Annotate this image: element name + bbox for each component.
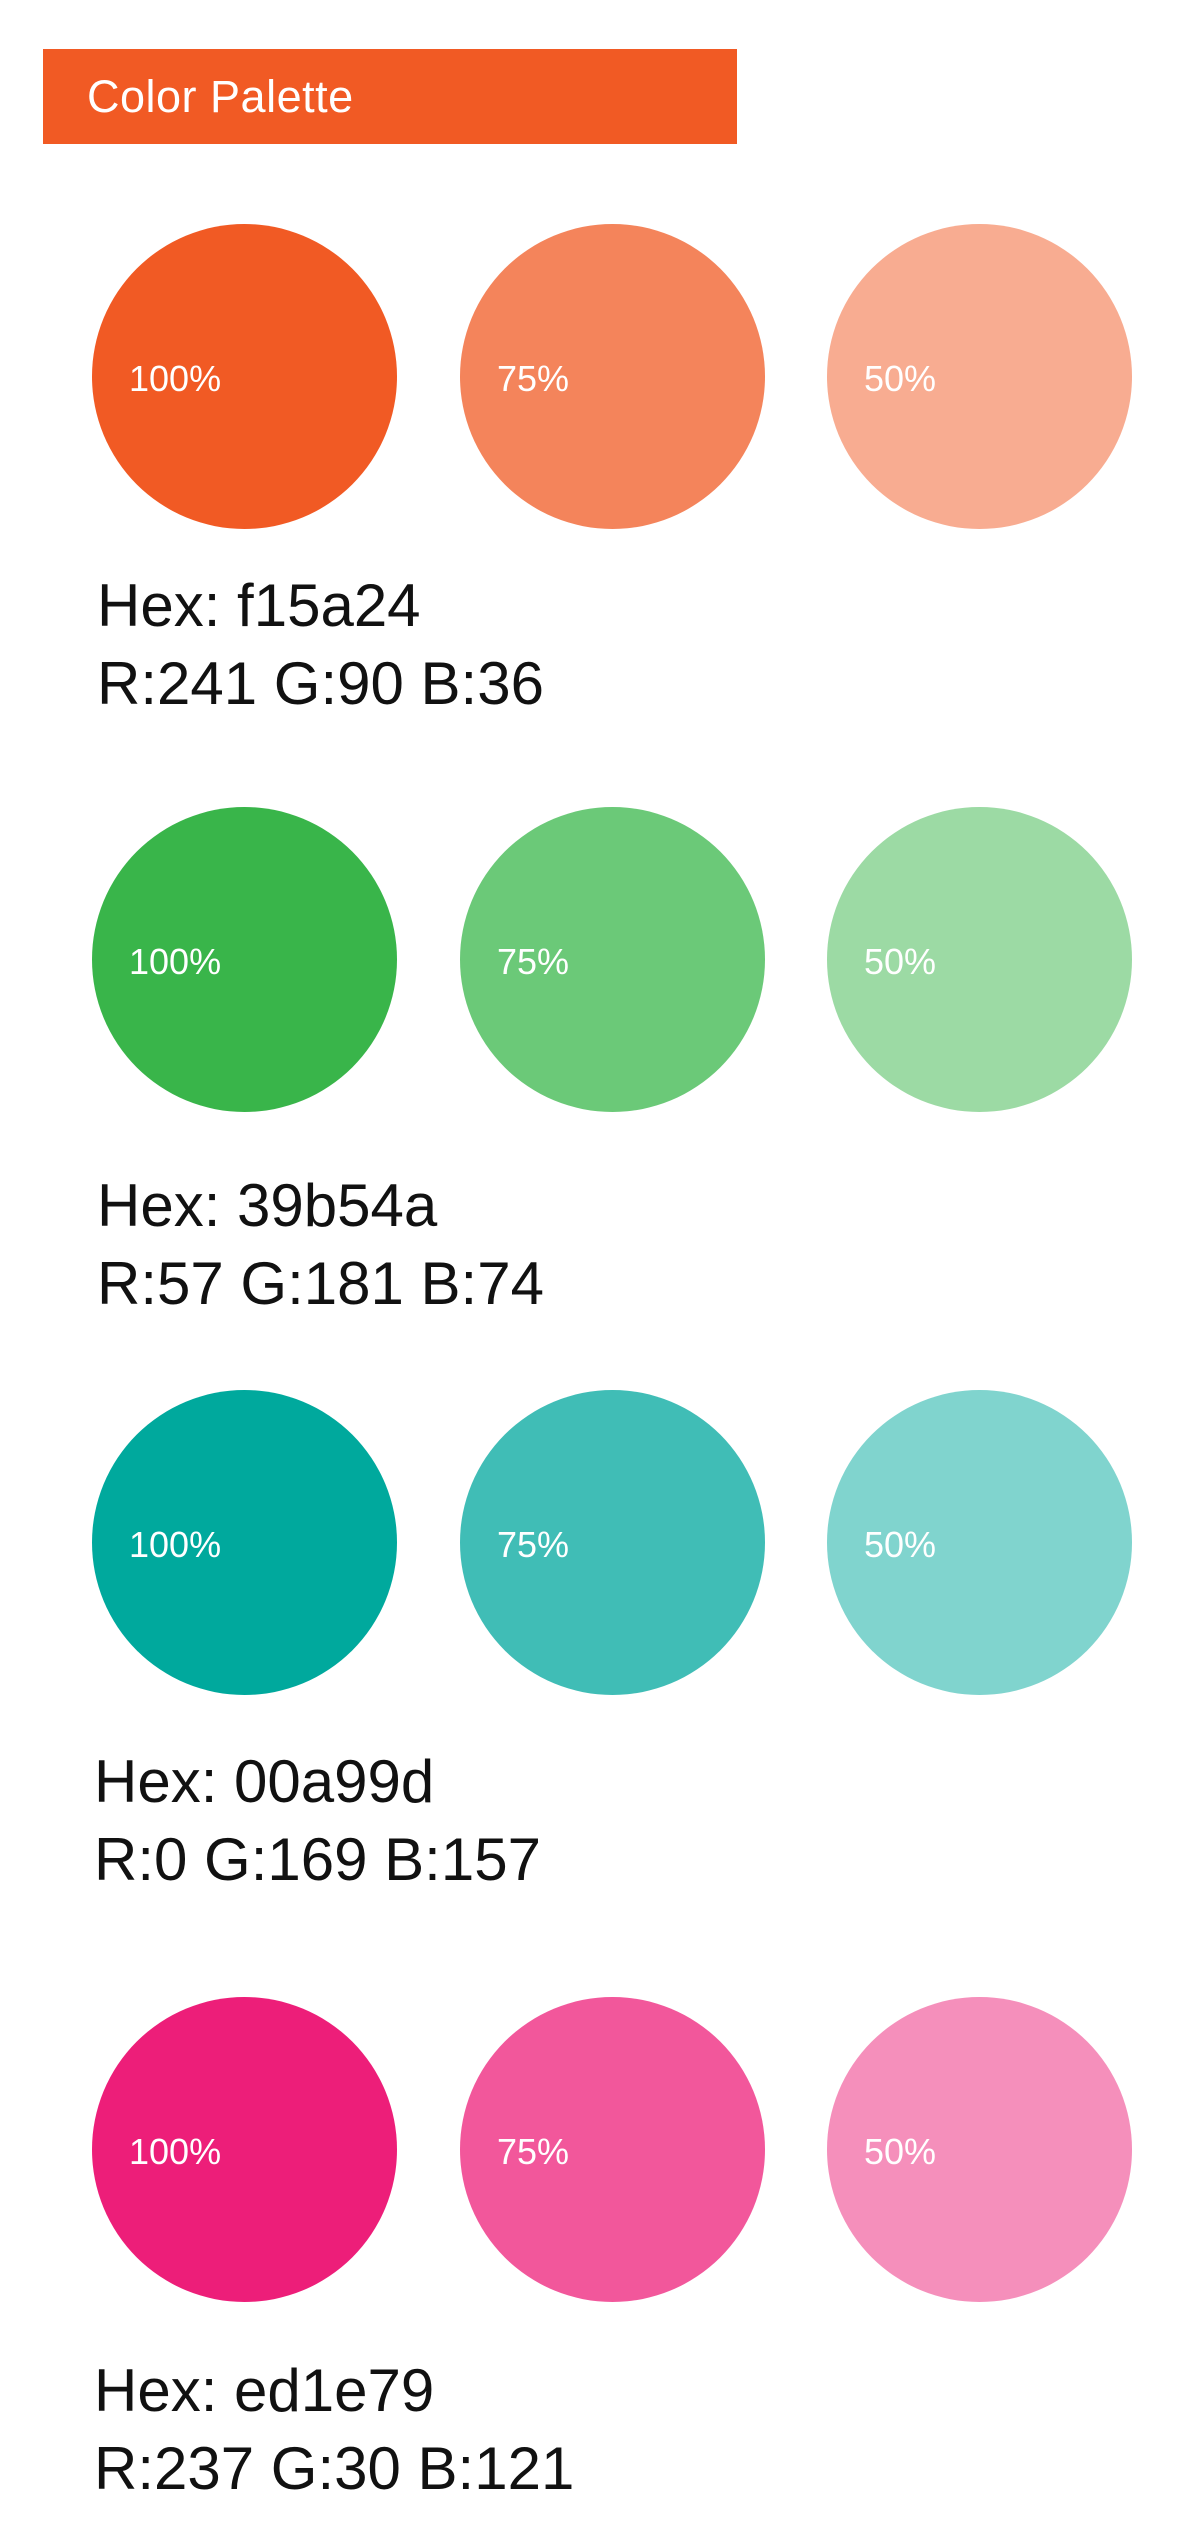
rgb-value: R:57 G:181 B:74: [97, 1250, 544, 1317]
hex-value: Hex: 00a99d: [94, 1748, 435, 1815]
color-info: Hex: 39b54a R:57 G:181 B:74: [97, 1167, 544, 1323]
swatch-label: 100%: [129, 941, 222, 982]
palette-teal: 100% 75% 50% Hex: 00a99d R:0 G:169 B:157: [0, 1390, 1200, 1910]
hex-value: Hex: ed1e79: [94, 2357, 435, 2424]
swatch-label: 100%: [129, 2131, 222, 2172]
swatch-label: 100%: [129, 358, 222, 399]
palette-orange: 100% 75% 50% Hex: f15a24 R:241 G:90 B:36: [0, 224, 1200, 744]
swatch-50: 50%: [827, 807, 1132, 1112]
color-info: Hex: f15a24 R:241 G:90 B:36: [97, 567, 544, 723]
swatch-50: 50%: [827, 1997, 1132, 2302]
swatch-label: 75%: [497, 1524, 570, 1565]
swatch-75: 75%: [460, 1390, 765, 1695]
palette-green: 100% 75% 50% Hex: 39b54a R:57 G:181 B:74: [0, 807, 1200, 1327]
swatch-50: 50%: [827, 224, 1132, 529]
swatch-75: 75%: [460, 224, 765, 529]
color-info: Hex: ed1e79 R:237 G:30 B:121: [94, 2352, 574, 2508]
rgb-value: R:241 G:90 B:36: [97, 650, 544, 717]
swatch-label: 75%: [497, 941, 570, 982]
swatch-label: 50%: [864, 941, 937, 982]
swatch-100: 100%: [92, 807, 397, 1112]
hex-value: Hex: f15a24: [97, 572, 421, 639]
swatch-label: 100%: [129, 1524, 222, 1565]
palette-pink: 100% 75% 50% Hex: ed1e79 R:237 G:30 B:12…: [0, 1997, 1200, 2517]
color-info: Hex: 00a99d R:0 G:169 B:157: [94, 1743, 541, 1899]
swatch-label: 50%: [864, 358, 937, 399]
rgb-value: R:0 G:169 B:157: [94, 1826, 541, 1893]
swatch-label: 50%: [864, 2131, 937, 2172]
page-title: Color Palette: [87, 70, 354, 122]
palette-title-bar: Color Palette: [43, 49, 737, 144]
swatch-75: 75%: [460, 807, 765, 1112]
swatch-label: 75%: [497, 358, 570, 399]
swatch-100: 100%: [92, 1997, 397, 2302]
swatch-label: 50%: [864, 1524, 937, 1565]
swatch-75: 75%: [460, 1997, 765, 2302]
swatch-50: 50%: [827, 1390, 1132, 1695]
swatch-100: 100%: [92, 224, 397, 529]
swatch-100: 100%: [92, 1390, 397, 1695]
swatch-label: 75%: [497, 2131, 570, 2172]
hex-value: Hex: 39b54a: [97, 1172, 438, 1239]
rgb-value: R:237 G:30 B:121: [94, 2435, 575, 2502]
